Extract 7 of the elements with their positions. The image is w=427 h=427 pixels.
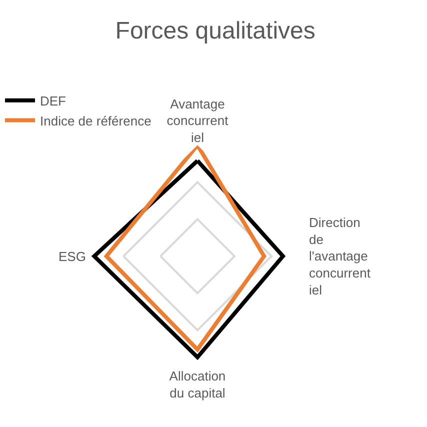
legend-label: Indice de référence: [40, 113, 152, 128]
spoke-label: Allocation du capital: [169, 368, 226, 401]
chart-title: Forces qualitatives: [115, 17, 316, 44]
spoke-label: Avantage concurrentiel: [166, 96, 229, 146]
legend-label: DEF: [40, 93, 66, 108]
spoke-label: Direction de l'avantage concurrentiel: [309, 214, 371, 298]
spoke-label: ESG: [58, 248, 86, 264]
